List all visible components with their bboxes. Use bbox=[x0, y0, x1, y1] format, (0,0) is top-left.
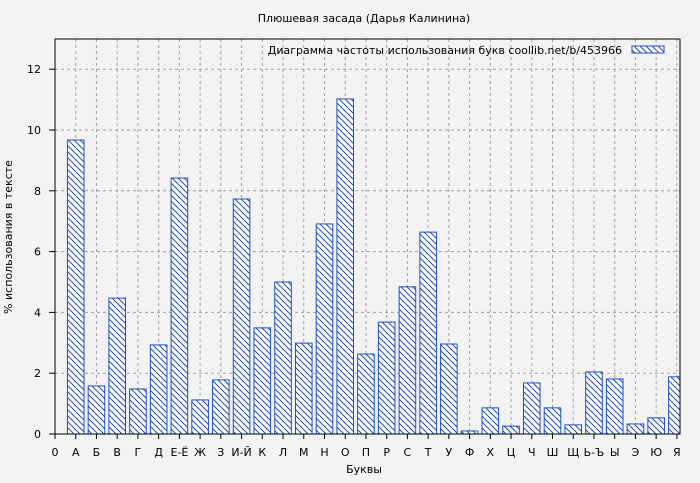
x-tick-label: Б bbox=[93, 446, 101, 459]
x-tick-label: Ш bbox=[547, 446, 559, 459]
bar-О bbox=[336, 98, 355, 435]
x-tick-label: Е-Ё bbox=[170, 446, 188, 459]
chart-title: Плюшевая засада (Дарья Калинина) bbox=[258, 12, 470, 25]
y-tick-label: 2 bbox=[34, 367, 41, 380]
bar-Щ bbox=[564, 424, 583, 435]
bar-Ж bbox=[191, 399, 209, 435]
bar-Ь-Ъ bbox=[585, 371, 603, 435]
bar-А bbox=[66, 139, 85, 435]
x-tick-label: Х bbox=[487, 446, 495, 459]
bar-Н bbox=[315, 223, 334, 435]
bar-К bbox=[253, 327, 272, 435]
bar-Б bbox=[87, 385, 106, 435]
x-tick-label: Н bbox=[320, 446, 328, 459]
bar-Ы bbox=[605, 378, 624, 435]
plot-border bbox=[54, 38, 681, 435]
bar-Ю bbox=[647, 417, 665, 435]
x-tick-label: В bbox=[113, 446, 121, 459]
x-tick-label: Л bbox=[279, 446, 287, 459]
bar-Х bbox=[481, 407, 500, 435]
bar-С bbox=[398, 286, 417, 435]
bar-Ц bbox=[502, 425, 520, 435]
x-tick-label: У bbox=[446, 446, 453, 459]
y-tick-label: 4 bbox=[34, 306, 41, 319]
x-tick-label: З bbox=[217, 446, 224, 459]
legend-swatch bbox=[631, 45, 665, 54]
y-tick-label: 12 bbox=[27, 63, 41, 76]
x-tick-label: К bbox=[258, 446, 266, 459]
x-tick-label: Щ bbox=[567, 446, 579, 459]
bar-И-Й bbox=[232, 198, 251, 435]
bar-Л bbox=[274, 281, 292, 435]
x-tick-label: Ж bbox=[194, 446, 206, 459]
x-tick-label: М bbox=[299, 446, 309, 459]
x-tick-label: Т bbox=[424, 446, 432, 459]
legend-label: Диаграмма частоты использования букв coo… bbox=[268, 44, 622, 57]
bar-П bbox=[357, 353, 375, 435]
bar-В bbox=[108, 297, 126, 435]
y-tick-label: 0 bbox=[34, 428, 41, 441]
x-tick-label: И-Й bbox=[231, 446, 251, 459]
bar-Г bbox=[129, 388, 147, 435]
x-tick-label: Ю bbox=[650, 446, 662, 459]
y-axis-label: % использования в тексте bbox=[2, 160, 15, 314]
bar-У bbox=[440, 343, 458, 435]
bar-Д bbox=[149, 344, 168, 435]
bar-Е-Ё bbox=[170, 177, 189, 435]
bar-Э bbox=[626, 423, 645, 435]
bar-Я bbox=[668, 376, 681, 435]
x-tick-label: Ч bbox=[528, 446, 536, 459]
x-tick-label: Ц bbox=[507, 446, 516, 459]
bar-З bbox=[212, 379, 230, 435]
bar-Т bbox=[419, 231, 437, 435]
bar-М bbox=[294, 342, 313, 435]
bar-Ш bbox=[543, 407, 562, 435]
bar-Р bbox=[377, 321, 396, 435]
x-tick-label: Д bbox=[154, 446, 163, 459]
x-tick-label: А bbox=[72, 446, 80, 459]
x-tick-label: Ф bbox=[465, 446, 474, 459]
x-tick-label: Р bbox=[383, 446, 390, 459]
bar-Ч bbox=[522, 382, 541, 435]
x-tick-label: Я bbox=[673, 446, 681, 459]
x-tick-label: Г bbox=[135, 446, 142, 459]
x-tick-label: С bbox=[404, 446, 412, 459]
x-tick-label: Э bbox=[632, 446, 640, 459]
y-tick-label: 6 bbox=[34, 246, 41, 259]
x-tick-label: Ь-Ъ bbox=[584, 446, 605, 459]
x-tick-label: Ы bbox=[610, 446, 620, 459]
x-axis-label: Буквы bbox=[346, 463, 382, 476]
x-tick-label: П bbox=[362, 446, 370, 459]
y-tick-label: 8 bbox=[34, 185, 41, 198]
x-tick-label: 0 bbox=[52, 446, 59, 459]
x-tick-label: О bbox=[341, 446, 350, 459]
y-tick-label: 10 bbox=[27, 124, 41, 137]
